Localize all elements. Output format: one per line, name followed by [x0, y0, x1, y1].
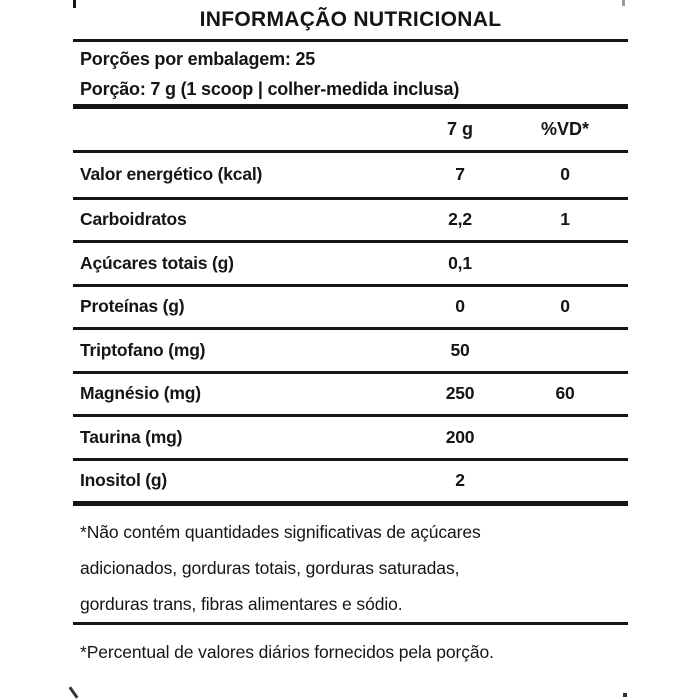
- header-daily-value-column: %VD*: [540, 119, 589, 139]
- footnote-no-significant-amounts: *Não contém quantidades significativas d…: [73, 506, 628, 622]
- nutrient-name: Proteínas (g): [80, 296, 185, 317]
- footnote-line: *Não contém quantidades significativas d…: [80, 522, 481, 542]
- nutrient-amount: 2: [455, 470, 465, 491]
- footnote-line: adicionados, gorduras totais, gorduras s…: [80, 558, 460, 578]
- nutrient-name: Valor energético (kcal): [80, 164, 263, 185]
- nutrient-amount: 2,2: [448, 209, 472, 230]
- nutrient-row: Triptofano (mg) 50: [73, 327, 628, 371]
- nutrition-label-title: INFORMAÇÃO NUTRICIONAL: [199, 7, 502, 31]
- thick-divider-below-table: [73, 501, 628, 506]
- nutrient-rows: Valor energético (kcal) 7 0 Carboidratos…: [73, 153, 628, 501]
- serving-size-text: Porção: 7 g (1 scoop | colher-medida inc…: [80, 79, 460, 99]
- border-remnant-top-right: [622, 0, 625, 6]
- nutrient-row: Magnésio (mg) 250 60: [73, 370, 628, 415]
- nutrient-amount: 7: [455, 164, 465, 185]
- nutrient-name: Carboidratos: [80, 209, 187, 230]
- nutrient-row: Açúcares totais (g) 0,1: [73, 240, 628, 284]
- nutrient-name: Inositol (g): [80, 470, 168, 491]
- divider-below-header: [73, 150, 628, 153]
- serving-info-block: Porções por embalagem: 25 Porção: 7 g (1…: [73, 42, 628, 104]
- nutrient-amount: 0: [455, 296, 465, 317]
- border-remnant-bottom-right: [623, 693, 627, 697]
- nutrient-name: Taurina (mg): [80, 426, 183, 447]
- nutrient-name: Açúcares totais (g): [80, 252, 234, 273]
- divider-above-daily-value-footnote: [73, 622, 628, 625]
- nutrient-amount: 50: [450, 339, 470, 360]
- nutrient-daily-value: 60: [555, 383, 575, 404]
- nutrient-name: Triptofano (mg): [80, 339, 206, 360]
- nutrient-row: Inositol (g) 2: [73, 457, 628, 502]
- border-remnant-bottom-left: [68, 686, 79, 699]
- nutrient-row: Valor energético (kcal) 7 0: [73, 153, 628, 197]
- nutrient-row: Proteínas (g) 0 0: [73, 283, 628, 328]
- nutrition-facts-panel: INFORMAÇÃO NUTRICIONAL Porções por embal…: [73, 0, 628, 667]
- nutrient-name: Magnésio (mg): [80, 383, 201, 404]
- nutrient-row: Carboidratos 2,2 1: [73, 196, 628, 241]
- nutrient-amount: 200: [445, 426, 475, 447]
- footnote-line: gorduras trans, fibras alimentares e sód…: [80, 594, 403, 614]
- footnote-daily-values: *Percentual de valores diários fornecido…: [80, 642, 494, 662]
- divider-below-title: [73, 39, 628, 42]
- thick-divider-below-serving-info: [73, 104, 628, 109]
- servings-per-package-text: Porções por embalagem: 25: [80, 49, 316, 69]
- table-header-row: 7 g %VD*: [73, 109, 628, 150]
- header-amount-column: 7 g: [446, 119, 473, 139]
- nutrient-daily-value: 0: [560, 164, 570, 185]
- nutrient-daily-value: 1: [560, 209, 570, 230]
- nutrient-row: Taurina (mg) 200: [73, 414, 628, 458]
- nutrient-amount: 250: [445, 383, 475, 404]
- nutrient-daily-value: 0: [560, 296, 570, 317]
- border-remnant-top-left: [73, 0, 76, 8]
- nutrient-amount: 0,1: [448, 252, 472, 273]
